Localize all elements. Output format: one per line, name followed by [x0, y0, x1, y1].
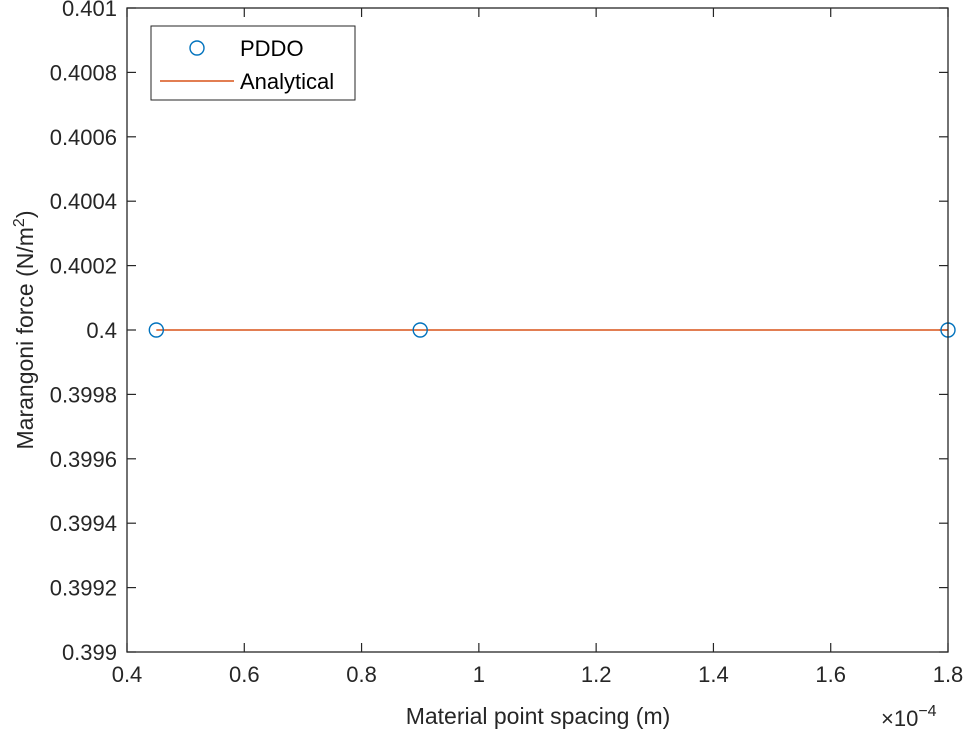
legend: PDDO Analytical: [150, 25, 356, 101]
legend-label-analytical: Analytical: [240, 69, 334, 94]
x-tick-label: 1: [473, 662, 485, 687]
legend-box: [150, 25, 356, 101]
y-axis-label-superscript: 2: [11, 218, 28, 227]
y-axis-label-close: ): [12, 211, 38, 219]
x-tick-label: 0.6: [229, 662, 260, 687]
y-tick-label: 0.3992: [50, 576, 117, 601]
x-tick-label: 1.8: [933, 662, 964, 687]
legend-marker-pddo: [189, 40, 205, 56]
y-tick-label: 0.4: [86, 318, 117, 343]
x-axis-label: Material point spacing (m): [406, 703, 671, 729]
x-axis-ticks: 0.4 0.6 0.8 1 1.2 1.4 1.6 1.8: [112, 8, 964, 687]
x-tick-label: 0.4: [112, 662, 143, 687]
y-tick-label: 0.3996: [50, 447, 117, 472]
plot-area-frame: [126, 7, 949, 653]
y-tick-label: 0.4006: [50, 125, 117, 150]
y-tick-label: 0.401: [62, 0, 117, 21]
y-tick-label: 0.399: [62, 640, 117, 665]
y-tick-label: 0.4004: [50, 189, 117, 214]
x-tick-label: 1.4: [698, 662, 729, 687]
x-axis-exponent: ×10−4: [881, 703, 937, 731]
y-axis-ticks: 0.399 0.3992 0.3994 0.3996 0.3998 0.4 0.4002 0.…: [50, 0, 948, 665]
series-layer: [148, 322, 956, 338]
y-axis-label-main: Marangoni force (N/m: [12, 227, 38, 449]
x-tick-label: 1.2: [581, 662, 612, 687]
pddo-data-point: [148, 322, 165, 338]
x-tick-label: 0.8: [346, 662, 377, 687]
x-tick-label: 1.6: [815, 662, 846, 687]
y-tick-label: 0.4002: [50, 254, 117, 279]
y-tick-label: 0.3998: [50, 382, 117, 407]
y-tick-label: 0.4008: [50, 60, 117, 85]
x-axis-exponent-power: −4: [918, 703, 936, 720]
pddo-data-point: [412, 322, 428, 338]
legend-label-pddo: PDDO: [240, 36, 304, 61]
y-tick-label: 0.3994: [50, 511, 117, 536]
y-axis-label: Marangoni force (N/m2): [11, 211, 38, 450]
x-axis-exponent-base: ×10: [881, 706, 918, 731]
